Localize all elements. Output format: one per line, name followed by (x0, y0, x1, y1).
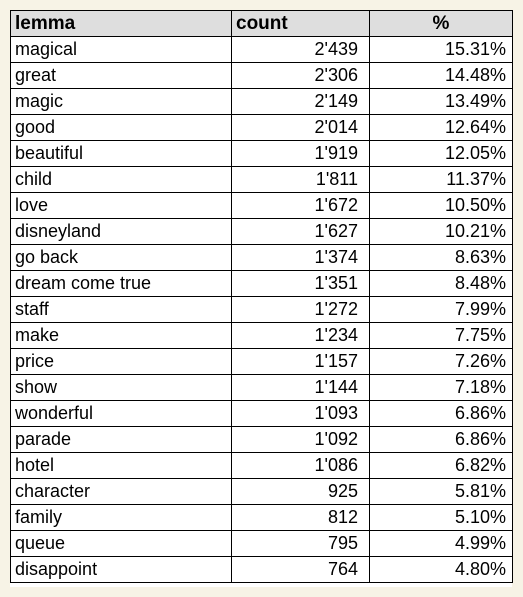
table-row: hotel 1'086 6.82% (10, 452, 513, 479)
cell-count: 1'092 (231, 426, 370, 453)
table-row: magical 2'439 15.31% (10, 36, 513, 63)
cell-count: 1'374 (231, 244, 370, 271)
cell-lemma: magical (10, 36, 232, 63)
cell-lemma: love (10, 192, 232, 219)
table-row: wonderful 1'093 6.86% (10, 400, 513, 427)
table-row: beautiful 1'919 12.05% (10, 140, 513, 167)
cell-percent: 7.18% (369, 374, 513, 401)
cell-count: 1'919 (231, 140, 370, 167)
cell-percent: 12.05% (369, 140, 513, 167)
cell-lemma: character (10, 478, 232, 505)
cell-percent: 6.86% (369, 400, 513, 427)
table-row: parade 1'092 6.86% (10, 426, 513, 453)
cell-lemma: child (10, 166, 232, 193)
cell-lemma: make (10, 322, 232, 349)
table-row: make 1'234 7.75% (10, 322, 513, 349)
cell-lemma: magic (10, 88, 232, 115)
table-row: disneyland 1'627 10.21% (10, 218, 513, 245)
cell-lemma: hotel (10, 452, 232, 479)
cell-lemma: beautiful (10, 140, 232, 167)
column-header-count: count (231, 10, 370, 37)
cell-count: 1'086 (231, 452, 370, 479)
table-row: staff 1'272 7.99% (10, 296, 513, 323)
cell-count: 795 (231, 530, 370, 557)
table-row: dream come true 1'351 8.48% (10, 270, 513, 297)
table-row: family 812 5.10% (10, 504, 513, 531)
cell-percent: 13.49% (369, 88, 513, 115)
cell-percent: 8.63% (369, 244, 513, 271)
cell-percent: 6.86% (369, 426, 513, 453)
table-row: character 925 5.81% (10, 478, 513, 505)
cell-count: 925 (231, 478, 370, 505)
cell-lemma: price (10, 348, 232, 375)
cell-percent: 5.81% (369, 478, 513, 505)
table-body: magical 2'439 15.31% great 2'306 14.48% magic 2… (10, 36, 513, 583)
cell-percent: 11.37% (369, 166, 513, 193)
cell-lemma: good (10, 114, 232, 141)
cell-lemma: show (10, 374, 232, 401)
cell-percent: 7.75% (369, 322, 513, 349)
cell-lemma: wonderful (10, 400, 232, 427)
cell-count: 1'272 (231, 296, 370, 323)
cell-percent: 10.50% (369, 192, 513, 219)
cell-percent: 4.80% (369, 556, 513, 583)
cell-count: 1'672 (231, 192, 370, 219)
table-header: lemma count % (10, 10, 513, 37)
cell-count: 1'351 (231, 270, 370, 297)
cell-percent: 6.82% (369, 452, 513, 479)
table-row: price 1'157 7.26% (10, 348, 513, 375)
cell-percent: 4.99% (369, 530, 513, 557)
cell-percent: 8.48% (369, 270, 513, 297)
header-row: lemma count % (10, 10, 513, 37)
cell-lemma: staff (10, 296, 232, 323)
cell-count: 1'627 (231, 218, 370, 245)
table-row: magic 2'149 13.49% (10, 88, 513, 115)
cell-count: 1'093 (231, 400, 370, 427)
table-row: show 1'144 7.18% (10, 374, 513, 401)
table-row: love 1'672 10.50% (10, 192, 513, 219)
cell-count: 1'811 (231, 166, 370, 193)
cell-lemma: go back (10, 244, 232, 271)
column-header-percent: % (369, 10, 513, 37)
cell-count: 2'149 (231, 88, 370, 115)
table-row: great 2'306 14.48% (10, 62, 513, 89)
cell-count: 812 (231, 504, 370, 531)
cell-percent: 7.26% (369, 348, 513, 375)
cell-lemma: family (10, 504, 232, 531)
cell-count: 2'439 (231, 36, 370, 63)
cell-percent: 14.48% (369, 62, 513, 89)
table-container: lemma count % magical 2'439 15.31% great 2'3… (10, 10, 513, 587)
column-header-lemma: lemma (10, 10, 232, 37)
cell-count: 1'144 (231, 374, 370, 401)
lemma-frequency-table: lemma count % magical 2'439 15.31% great 2'3… (10, 10, 513, 583)
table-row: queue 795 4.99% (10, 530, 513, 557)
cell-count: 1'157 (231, 348, 370, 375)
table-row: go back 1'374 8.63% (10, 244, 513, 271)
cell-lemma: dream come true (10, 270, 232, 297)
cell-percent: 15.31% (369, 36, 513, 63)
table-row: child 1'811 11.37% (10, 166, 513, 193)
cell-lemma: disappoint (10, 556, 232, 583)
cell-lemma: disneyland (10, 218, 232, 245)
cell-lemma: parade (10, 426, 232, 453)
cell-lemma: queue (10, 530, 232, 557)
cell-percent: 7.99% (369, 296, 513, 323)
cell-percent: 5.10% (369, 504, 513, 531)
table-row: disappoint 764 4.80% (10, 556, 513, 583)
cell-count: 2'014 (231, 114, 370, 141)
cell-lemma: great (10, 62, 232, 89)
cell-percent: 10.21% (369, 218, 513, 245)
table-row: good 2'014 12.64% (10, 114, 513, 141)
cell-count: 764 (231, 556, 370, 583)
cell-count: 1'234 (231, 322, 370, 349)
cell-percent: 12.64% (369, 114, 513, 141)
cell-count: 2'306 (231, 62, 370, 89)
